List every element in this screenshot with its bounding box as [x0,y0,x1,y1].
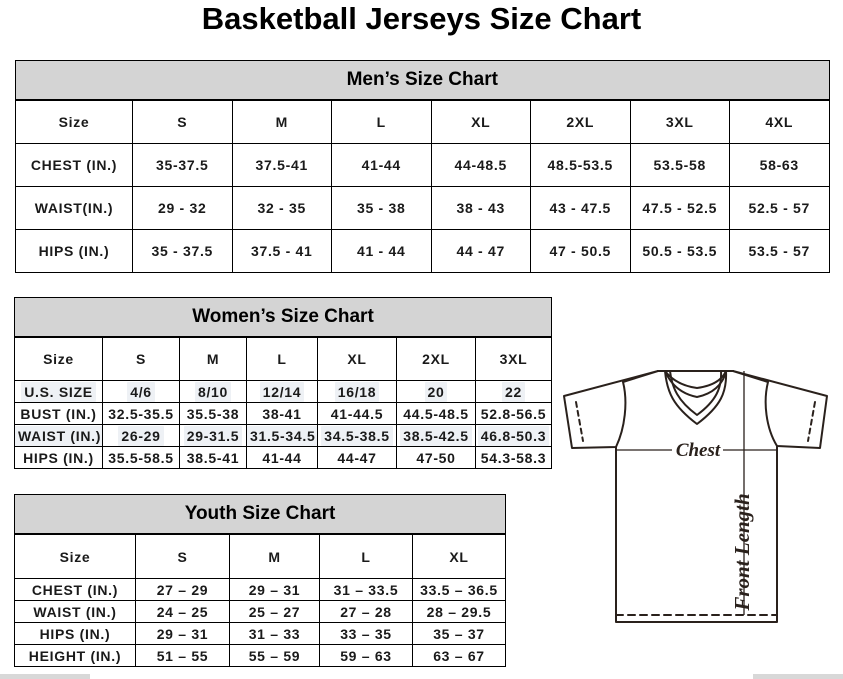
svg-text:Front Length: Front Length [730,493,754,611]
svg-text:Chest: Chest [676,440,721,461]
